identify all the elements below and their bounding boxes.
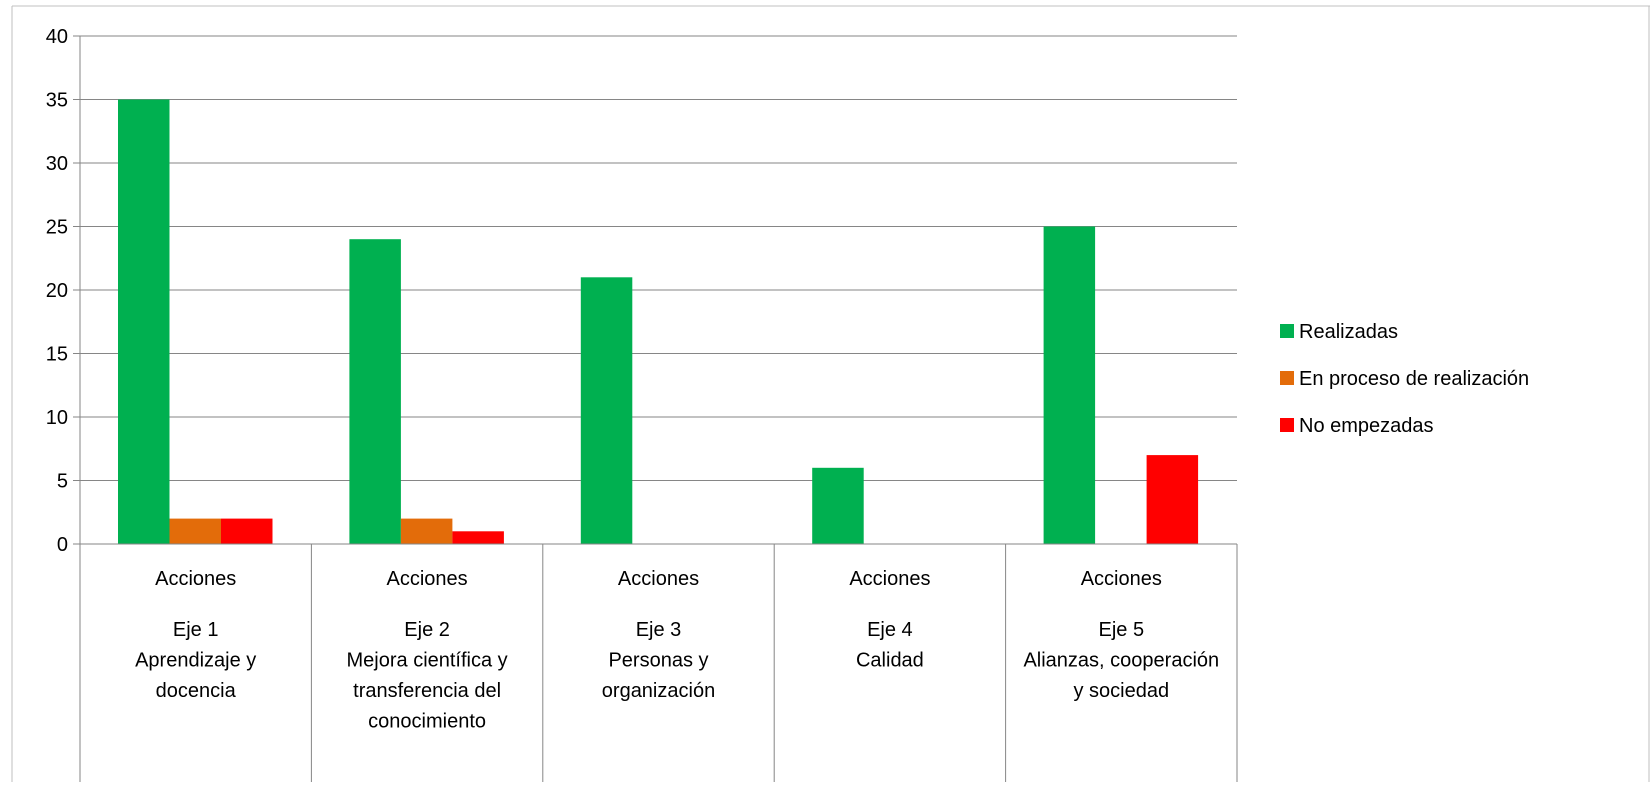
axes: 0 5 10 15 20 25 30 35 40 Acciones Eje 1 Aprendizaje… <box>46 26 1238 782</box>
gridlines <box>80 35 1237 481</box>
y-tick-label: 35 <box>46 90 68 112</box>
bar-5-3 <box>1146 455 1199 544</box>
category-label-line: transferencia del <box>353 680 501 702</box>
category-label-line: Eje 1 <box>173 619 219 641</box>
category-label-line: Eje 2 <box>404 619 450 641</box>
bar-1-3 <box>221 518 273 544</box>
category-label-line: Calidad <box>856 650 924 672</box>
category-label-line: y sociedad <box>1073 680 1169 702</box>
category-top-label: Acciones <box>155 568 236 590</box>
y-tick-label: 30 <box>46 153 68 175</box>
legend-label: En proceso de realización <box>1299 368 1529 390</box>
bar-5-1 <box>1043 226 1096 544</box>
legend-label: No empezadas <box>1299 415 1434 437</box>
category-label-line: Aprendizaje y <box>135 650 256 672</box>
legend-swatch <box>1280 418 1294 432</box>
category-label-line: Eje 5 <box>1099 619 1145 641</box>
legend-label: Realizadas <box>1299 321 1398 343</box>
bar-2-3 <box>452 531 504 544</box>
legend: Realizadas En proceso de realización No em… <box>1280 321 1529 437</box>
category-label-line: organización <box>602 680 715 702</box>
y-tick-label: 25 <box>46 217 68 239</box>
category-label-line: Eje 4 <box>867 619 913 641</box>
bars <box>118 99 1199 544</box>
category-label-line: conocimiento <box>368 711 486 733</box>
category-label-line: docencia <box>156 680 237 702</box>
bar-1-1 <box>118 99 170 544</box>
bar-2-1 <box>349 239 401 544</box>
category-top-label: Acciones <box>387 568 468 590</box>
y-tick-label: 10 <box>46 407 68 429</box>
bar-3-1 <box>580 277 633 544</box>
y-tick-label: 40 <box>46 26 68 48</box>
legend-swatch <box>1280 371 1294 385</box>
y-tick-label: 20 <box>46 280 68 302</box>
legend-swatch <box>1280 324 1294 338</box>
y-tick-label: 0 <box>57 534 68 556</box>
bar-4-1 <box>812 467 864 544</box>
category-label-line: Eje 3 <box>636 619 682 641</box>
y-tick-label: 15 <box>46 344 68 366</box>
category-label-line: Alianzas, cooperación <box>1023 650 1219 672</box>
category-top-label: Acciones <box>849 568 930 590</box>
category-top-label: Acciones <box>1081 568 1162 590</box>
y-tick-label: 5 <box>57 471 68 493</box>
bar-2-2 <box>400 518 453 544</box>
bar-1-2 <box>169 518 221 544</box>
category-label-line: Mejora científica y <box>347 650 508 672</box>
category-top-label: Acciones <box>618 568 699 590</box>
category-label-line: Personas y <box>608 650 708 672</box>
